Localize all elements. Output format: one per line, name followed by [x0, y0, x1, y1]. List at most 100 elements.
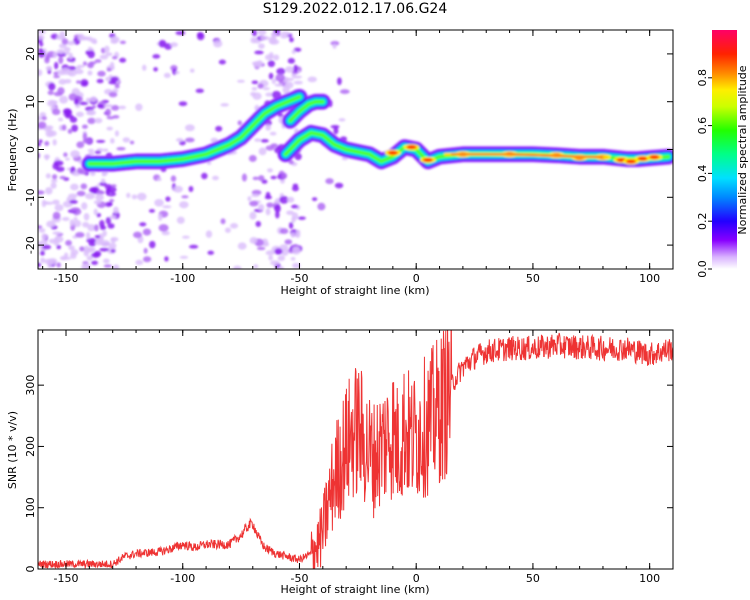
noise-speck — [70, 249, 79, 256]
noise-speck — [142, 64, 147, 71]
noise-speck — [274, 248, 283, 255]
noise-speck — [38, 34, 45, 40]
noise-speck — [212, 175, 219, 181]
noise-speck — [266, 202, 274, 208]
noise-speck — [70, 150, 80, 158]
noise-speck — [293, 80, 303, 85]
noise-speck — [53, 71, 59, 76]
strong-streak — [451, 153, 604, 158]
noise-speck — [135, 259, 144, 266]
noise-speck — [258, 147, 267, 156]
noise-speck — [87, 62, 95, 69]
noise-speck — [164, 256, 169, 262]
noise-speck — [149, 240, 156, 249]
noise-speck — [181, 195, 189, 199]
noise-speck — [116, 147, 126, 151]
noise-speck — [248, 154, 257, 162]
noise-speck — [78, 101, 89, 106]
noise-speck — [289, 37, 294, 43]
noise-speck — [74, 98, 79, 106]
noise-speck — [93, 208, 98, 216]
noise-speck — [41, 116, 47, 121]
noise-speck — [135, 103, 143, 111]
noise-speck — [57, 117, 64, 122]
noise-speck — [143, 247, 148, 254]
noise-speck — [69, 219, 75, 227]
noise-speck — [252, 176, 259, 181]
noise-speck — [63, 46, 71, 52]
noise-speck — [268, 72, 274, 80]
strong-core-inner — [387, 150, 398, 155]
noise-speck — [96, 78, 104, 84]
noise-speck — [286, 210, 295, 216]
noise-speck — [148, 209, 155, 213]
noise-speck — [207, 250, 215, 255]
noise-speck — [38, 228, 46, 233]
noise-speck — [85, 111, 94, 116]
noise-speck — [82, 36, 90, 41]
noise-speck — [292, 262, 301, 269]
noise-speck — [291, 49, 296, 54]
noise-speck — [291, 185, 299, 192]
noise-speck — [176, 216, 185, 224]
noise-speck — [290, 232, 296, 238]
noise-speck — [109, 215, 117, 220]
noise-speck — [96, 139, 106, 143]
colorbar: 0.0 0.2 0.4 0.6 0.8 Normalized spectral ampl… — [696, 30, 749, 278]
noise-speck — [69, 199, 78, 204]
noise-speck — [47, 99, 57, 107]
noise-speck — [297, 216, 306, 220]
noise-speck — [279, 228, 289, 235]
noise-speck — [66, 40, 76, 46]
noise-speck — [69, 116, 78, 123]
noise-speck — [113, 206, 119, 214]
noise-speck — [112, 55, 118, 60]
noise-speck — [158, 224, 169, 232]
noise-speck — [61, 38, 69, 45]
noise-speck — [90, 171, 96, 176]
y-tick-label: -20 — [24, 236, 37, 254]
noise-speck — [103, 258, 110, 264]
noise-speck — [48, 238, 56, 244]
noise-speck — [87, 224, 96, 232]
noise-speck — [94, 235, 101, 239]
snr-line — [38, 330, 673, 569]
noise-speck — [233, 265, 242, 269]
noise-speck — [154, 199, 164, 207]
noise-speck — [99, 181, 107, 187]
noise-speck — [81, 124, 88, 129]
noise-speck — [52, 174, 58, 180]
snr-frame — [37, 329, 674, 570]
noise-speck — [102, 148, 109, 152]
noise-speck — [61, 256, 72, 260]
noise-speck — [94, 59, 102, 63]
ridge-main — [87, 95, 301, 166]
noise-speck — [38, 152, 41, 159]
noise-speck — [60, 67, 71, 75]
noise-speck — [68, 245, 75, 251]
noise-speck — [291, 204, 299, 209]
noise-speck — [258, 175, 265, 182]
noise-speck — [53, 51, 58, 59]
ridge-upper-branch — [288, 100, 325, 123]
noise-speck — [277, 255, 286, 262]
noise-speck — [284, 239, 293, 245]
noise-speck — [64, 51, 70, 55]
noise-speck — [65, 239, 72, 246]
noise-speck — [153, 67, 158, 72]
noise-speck — [170, 175, 177, 182]
snr-xlabel: Height of straight line (km) — [280, 583, 429, 596]
noise-speck — [42, 244, 52, 250]
noise-speck — [271, 90, 282, 99]
noise-speck — [118, 105, 127, 110]
noise-speck — [139, 222, 147, 227]
noise-speck — [106, 67, 112, 72]
noise-speck — [285, 66, 295, 73]
noise-speck — [249, 200, 259, 207]
noise-speck — [251, 80, 259, 85]
noise-speck — [68, 52, 73, 60]
x-tick-label: -150 — [54, 572, 79, 585]
noise-speck — [332, 43, 337, 49]
